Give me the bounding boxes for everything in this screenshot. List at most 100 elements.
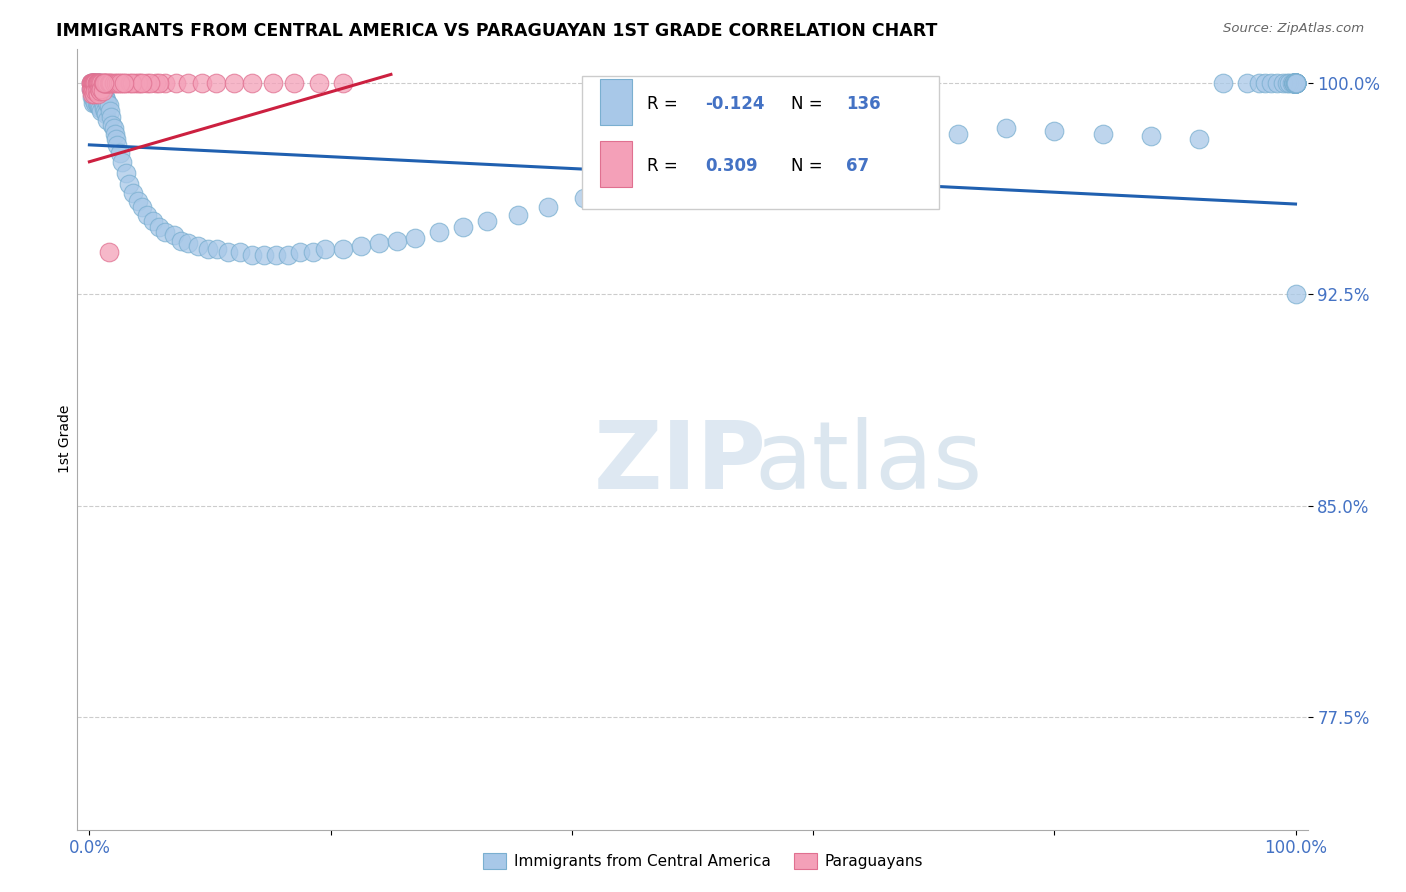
Point (148, 219, 170, 234)
Point (80, 90, 103, 104)
Point (1260, 76, 1282, 90)
Point (506, 208, 529, 222)
Point (86, 84, 108, 98)
Point (84, 84, 107, 98)
Point (121, 186, 143, 200)
Point (98, 103, 121, 118)
Point (1281, 76, 1303, 90)
Point (82, 81, 104, 95)
Point (801, 146, 824, 161)
Point (82, 76, 104, 90)
Point (385, 234, 408, 248)
Point (90, 90, 112, 104)
Point (1188, 132, 1211, 146)
Point (187, 239, 209, 253)
Point (177, 76, 200, 90)
Point (332, 242, 354, 256)
Point (155, 225, 177, 239)
Point (283, 76, 305, 90)
Point (86, 84, 108, 98)
Point (136, 76, 159, 90)
Point (80, 76, 103, 90)
Point (83, 76, 105, 90)
Point (83, 93, 105, 107)
Point (93, 87, 115, 102)
Point (138, 76, 160, 90)
Text: R =: R = (647, 157, 683, 175)
Point (108, 146, 131, 161)
Legend: Immigrants from Central America, Paraguayans: Immigrants from Central America, Paragua… (477, 847, 929, 875)
Point (754, 154, 776, 169)
Point (217, 244, 239, 259)
Point (1139, 129, 1161, 144)
Point (84, 84, 107, 98)
Point (87, 76, 110, 90)
Point (127, 76, 149, 90)
Text: ZIP: ZIP (595, 417, 766, 508)
Point (121, 76, 143, 90)
Point (80, 76, 103, 90)
FancyBboxPatch shape (600, 78, 633, 125)
Point (83, 84, 105, 98)
Point (89, 90, 111, 104)
Point (94, 103, 117, 118)
Point (97, 76, 120, 90)
Point (136, 208, 159, 222)
Point (91, 95, 114, 110)
Point (1091, 127, 1114, 141)
FancyBboxPatch shape (582, 77, 939, 209)
Point (96, 112, 118, 127)
Point (1284, 76, 1306, 90)
Point (93, 76, 115, 90)
Point (332, 76, 354, 90)
Point (103, 76, 125, 90)
Point (80, 84, 103, 98)
Point (86, 76, 108, 90)
Point (93, 76, 115, 90)
Point (1284, 76, 1306, 90)
Point (1284, 76, 1306, 90)
Text: N =: N = (792, 157, 828, 175)
Point (96, 107, 118, 121)
Point (1284, 76, 1306, 90)
Point (96, 76, 118, 90)
Point (190, 76, 212, 90)
Point (477, 214, 499, 228)
Point (83, 76, 105, 90)
Point (163, 227, 186, 242)
Point (80, 76, 103, 90)
Point (1236, 76, 1258, 90)
Point (114, 166, 136, 180)
Point (1272, 76, 1295, 90)
Point (155, 76, 177, 90)
Point (177, 236, 200, 251)
Point (82, 87, 104, 102)
Point (104, 132, 127, 146)
Point (89, 84, 111, 98)
Point (314, 242, 336, 256)
Point (91, 84, 114, 98)
Point (84, 95, 107, 110)
Point (946, 127, 969, 141)
Point (82, 84, 104, 98)
Point (645, 174, 668, 188)
Point (129, 76, 152, 90)
Point (898, 132, 921, 146)
Point (148, 76, 170, 90)
Point (87, 76, 110, 90)
Point (90, 81, 112, 95)
Point (94, 76, 117, 90)
Point (96, 93, 118, 107)
Point (262, 76, 284, 90)
Point (253, 248, 276, 262)
Point (79, 81, 101, 95)
Point (1267, 76, 1289, 90)
Point (96, 95, 118, 110)
Point (90, 81, 112, 95)
Point (1284, 76, 1306, 90)
Point (224, 76, 246, 90)
Point (104, 76, 127, 90)
Text: -0.124: -0.124 (704, 95, 765, 112)
Point (101, 118, 124, 132)
Point (111, 76, 134, 90)
